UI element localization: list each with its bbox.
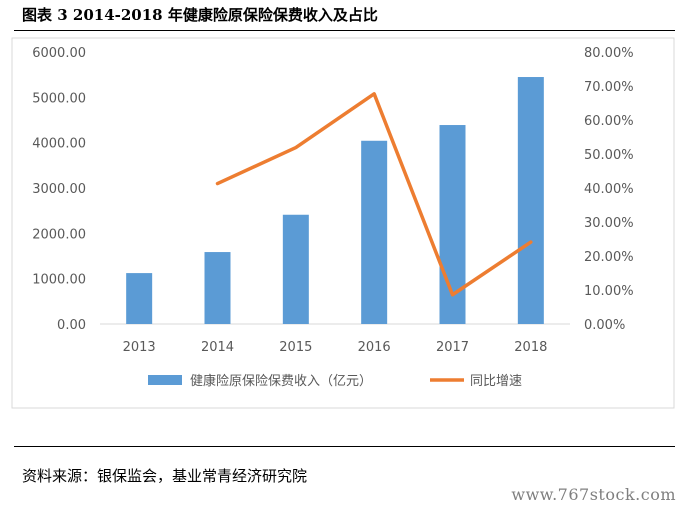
bar bbox=[204, 252, 231, 324]
right-axis-tick-label: 30.00% bbox=[584, 216, 634, 231]
right-axis-tick-label: 80.00% bbox=[584, 46, 634, 61]
legend-swatch-bar bbox=[148, 375, 182, 385]
legend-label-line: 同比增速 bbox=[470, 374, 522, 389]
left-axis-tick-label: 4000.00 bbox=[32, 137, 86, 152]
bar bbox=[282, 214, 309, 324]
left-axis-tick-label: 6000.00 bbox=[32, 46, 86, 61]
top-rule bbox=[14, 30, 675, 31]
legend-label-bar: 健康险原保险保费收入（亿元） bbox=[190, 373, 372, 389]
right-axis-tick-label: 0.00% bbox=[584, 318, 625, 333]
x-axis-tick-label: 2015 bbox=[279, 340, 312, 355]
x-axis-tick-label: 2018 bbox=[514, 340, 547, 355]
chart-area: 0.00 1000.00 2000.00 3000.00 4000.00 5000.00 6… bbox=[11, 37, 675, 409]
x-axis-tick-label: 2017 bbox=[436, 340, 469, 355]
left-axis-tick-label: 3000.00 bbox=[32, 182, 86, 197]
x-axis-tick-label: 2016 bbox=[358, 340, 391, 355]
watermark: www.767stock.com bbox=[511, 485, 676, 504]
x-axis-tick-label: 2013 bbox=[123, 340, 156, 355]
right-axis-tick-label: 20.00% bbox=[584, 250, 634, 265]
left-axis-tick-label: 2000.00 bbox=[32, 227, 86, 242]
left-axis-tick-label: 5000.00 bbox=[32, 91, 86, 106]
right-axis-tick-label: 50.00% bbox=[584, 148, 634, 163]
chart-border bbox=[11, 37, 675, 409]
bar bbox=[126, 273, 153, 324]
right-axis-tick-label: 60.00% bbox=[584, 114, 634, 129]
bar bbox=[517, 77, 544, 324]
right-axis-tick-label: 10.00% bbox=[584, 284, 634, 299]
growth-line bbox=[215, 92, 533, 297]
right-axis-tick-label: 70.00% bbox=[584, 80, 634, 95]
bottom-rule bbox=[14, 446, 675, 447]
chart-title: 图表 3 2014-2018 年健康险原保险保费收入及占比 bbox=[22, 6, 378, 24]
left-axis-tick-label: 1000.00 bbox=[32, 273, 86, 288]
x-axis-tick-label: 2014 bbox=[201, 340, 234, 355]
bar bbox=[361, 140, 388, 324]
source-note: 资料来源：银保监会，基业常青经济研究院 bbox=[22, 467, 308, 485]
right-axis-tick-label: 40.00% bbox=[584, 182, 634, 197]
left-axis-tick-label: 0.00 bbox=[57, 318, 86, 333]
